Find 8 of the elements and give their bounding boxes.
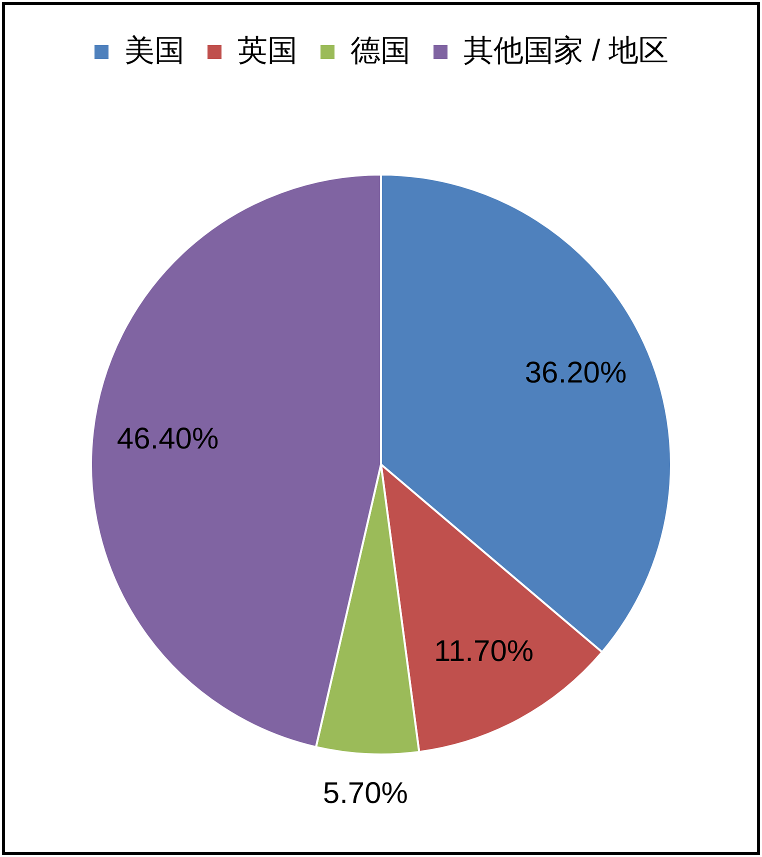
data-label: 5.70% [322, 777, 408, 810]
legend-label: 美国 [124, 34, 184, 68]
data-label: 11.70% [434, 635, 534, 668]
data-label: 46.40% [116, 422, 219, 456]
legend-label: 德国 [350, 34, 410, 68]
legend-label: 英国 [238, 34, 298, 68]
data-label: 36.20% [524, 356, 627, 390]
legend-label: 其他国家 / 地区 [464, 34, 669, 68]
